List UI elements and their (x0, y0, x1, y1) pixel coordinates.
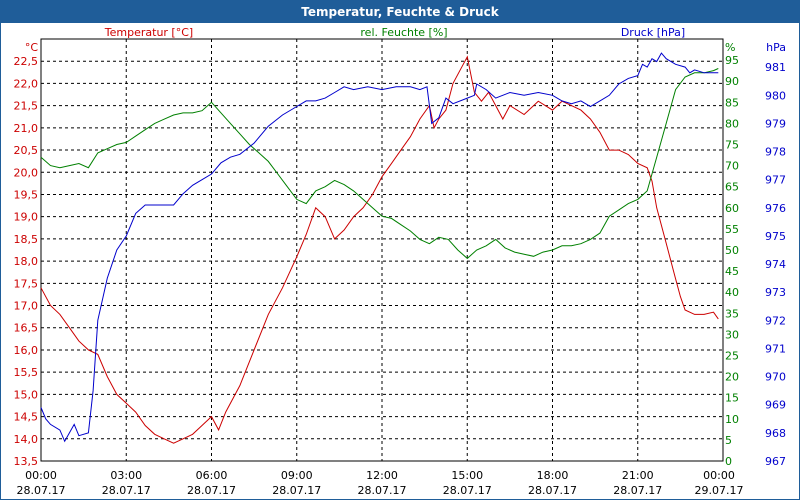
x-tick-date-label: 28.07.17 (102, 484, 151, 497)
humidity-tick-label: 20 (725, 371, 739, 384)
x-tick-time-label: 06:00 (196, 469, 228, 482)
pressure-tick-label: 972 (765, 314, 786, 327)
humidity-tick-label: 70 (725, 160, 739, 173)
humidity-tick-label: 35 (725, 307, 739, 320)
x-tick-time-label: 03:00 (110, 469, 142, 482)
temperature-tick-label: 17,0 (14, 300, 39, 313)
humidity-tick-label: 95 (725, 54, 739, 67)
humidity-tick-label: 60 (725, 202, 739, 215)
x-tick-date-label: 28.07.17 (613, 484, 662, 497)
temperature-tick-label: 19,5 (14, 188, 39, 201)
pressure-tick-label: 975 (765, 230, 786, 243)
pressure-tick-label: 977 (765, 174, 786, 187)
x-tick-time-label: 09:00 (281, 469, 313, 482)
humidity-tick-label: 15 (725, 392, 739, 405)
x-tick-date-label: 28.07.17 (528, 484, 577, 497)
humidity-tick-label: 30 (725, 328, 739, 341)
temperature-tick-label: 14,0 (14, 433, 39, 446)
humidity-tick-label: 5 (725, 434, 732, 447)
temperature-axis-title: Temperatur [°C] (104, 26, 193, 39)
humidity-tick-label: 55 (725, 223, 739, 236)
chart-canvas: 13,5 14,0 14,5 15,0 15,5 16,0 16,5 17,0 17,5 18,0… (14, 26, 787, 497)
temperature-tick-label: 21,5 (14, 100, 39, 113)
series-line-temperature (40, 55, 719, 444)
humidity-axis-title: rel. Feuchte [%] (360, 26, 447, 39)
temperature-tick-label: 21,0 (14, 122, 39, 135)
x-tick-time-label: 00:00 (703, 469, 735, 482)
pressure-tick-label: 970 (765, 371, 786, 384)
humidity-tick-label: 25 (725, 350, 739, 363)
temperature-tick-label: 14,5 (14, 411, 39, 424)
series-line-pressure (40, 52, 719, 443)
temperature-tick-label: 18,0 (14, 255, 39, 268)
pressure-tick-label: 967 (765, 455, 786, 468)
humidity-tick-label: 90 (725, 75, 739, 88)
pressure-tick-label: 968 (765, 427, 786, 440)
humidity-tick-label: 40 (725, 286, 739, 299)
pressure-unit-label: hPa (766, 41, 786, 54)
temperature-tick-label: 22,5 (14, 55, 39, 68)
x-tick-time-label: 00:00 (25, 469, 57, 482)
temperature-tick-label: 15,5 (14, 366, 39, 379)
pressure-axis-title: Druck [hPa] (621, 26, 685, 39)
x-tick-date-label: 28.07.17 (272, 484, 321, 497)
pressure-tick-label: 981 (765, 61, 786, 74)
pressure-tick-label: 979 (765, 117, 786, 130)
x-tick-time-label: 15:00 (451, 469, 483, 482)
humidity-tick-label: 45 (725, 265, 739, 278)
x-tick-date-label: 28.07.17 (358, 484, 407, 497)
x-tick-date-label: 28.07.17 (443, 484, 492, 497)
humidity-tick-label: 0 (725, 455, 732, 468)
temperature-tick-label: 16,5 (14, 322, 39, 335)
humidity-tick-label: 65 (725, 181, 739, 194)
temperature-tick-label: 13,5 (14, 455, 39, 468)
humidity-tick-label: 75 (725, 139, 739, 152)
temperature-tick-label: 18,5 (14, 233, 39, 246)
humidity-tick-label: 50 (725, 244, 739, 257)
temperature-tick-label: 19,0 (14, 211, 39, 224)
temperature-tick-label: 22,0 (14, 77, 39, 90)
humidity-tick-label: 10 (725, 413, 739, 426)
x-tick-time-label: 12:00 (366, 469, 398, 482)
humidity-unit-label: % (725, 41, 735, 54)
pressure-tick-label: 980 (765, 89, 786, 102)
humidity-tick-label: 85 (725, 96, 739, 109)
x-tick-time-label: 18:00 (537, 469, 569, 482)
pressure-tick-label: 978 (765, 146, 786, 159)
temperature-tick-label: 15,0 (14, 388, 39, 401)
series-line-humidity (40, 68, 719, 260)
temperature-tick-label: 17,5 (14, 277, 39, 290)
pressure-tick-label: 973 (765, 286, 786, 299)
humidity-tick-label: 80 (725, 117, 739, 130)
x-tick-time-label: 21:00 (622, 469, 654, 482)
x-tick-date-label: 28.07.17 (17, 484, 66, 497)
pressure-tick-label: 974 (765, 258, 786, 271)
chart-title: Temperatur, Feuchte & Druck (1, 1, 799, 23)
x-tick-date-label: 29.07.17 (695, 484, 744, 497)
temperature-tick-label: 20,0 (14, 166, 39, 179)
pressure-tick-label: 969 (765, 399, 786, 412)
temperature-tick-label: 16,0 (14, 344, 39, 357)
pressure-tick-label: 976 (765, 202, 786, 215)
pressure-tick-label: 971 (765, 342, 786, 355)
temperature-unit-label: °C (25, 41, 39, 54)
x-tick-date-label: 28.07.17 (187, 484, 236, 497)
temperature-tick-label: 20,5 (14, 144, 39, 157)
